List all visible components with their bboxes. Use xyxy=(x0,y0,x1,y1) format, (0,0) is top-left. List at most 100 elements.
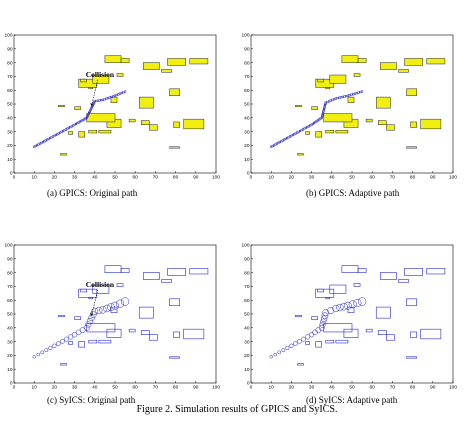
path-point-d xyxy=(327,307,335,315)
caption-b: (b) GPICS: Adaptive path xyxy=(306,188,400,198)
path-point-b xyxy=(343,95,346,98)
y-tick-label-c: 10 xyxy=(7,367,13,373)
x-tick-label-b: 10 xyxy=(269,175,275,181)
path-point-d xyxy=(289,343,294,348)
x-tick-label-a: 40 xyxy=(92,175,98,181)
obstacle-c xyxy=(189,268,209,275)
x-tick-label-c: 90 xyxy=(193,385,199,391)
obstacle-a xyxy=(58,105,65,108)
obstacle-c xyxy=(110,306,118,313)
obstacle-d xyxy=(357,268,367,273)
path-point-b xyxy=(352,93,355,96)
path-point-b xyxy=(320,116,323,119)
obstacle-d xyxy=(335,339,349,344)
path-point-c xyxy=(83,324,90,331)
path-point-b xyxy=(321,114,324,117)
y-tick-label-a: 0 xyxy=(10,171,13,177)
y-tick-label-b: 80 xyxy=(244,60,250,66)
x-tick-label-c: 60 xyxy=(133,385,139,391)
y-tick-label-a: 100 xyxy=(4,33,12,39)
path-point-d xyxy=(320,315,328,322)
path-point-c xyxy=(32,355,36,359)
figure-caption: Figure 2. Simulation results of GPICS an… xyxy=(136,404,338,415)
obstacle-a xyxy=(149,124,158,131)
path-point-d xyxy=(308,332,315,338)
obstacle-b xyxy=(378,120,387,125)
path-point-d xyxy=(293,341,298,346)
path-point-b xyxy=(341,95,344,98)
obstacle-c xyxy=(80,288,88,293)
y-tick-label-a: 80 xyxy=(7,60,13,66)
x-tick-label-d: 60 xyxy=(370,385,376,391)
obstacle-d xyxy=(325,339,335,344)
plot-a: 0 10 20 30 40 50 60 70 80 90 100 0 10 20 30 40 50 60 70 80 9… xyxy=(4,33,220,181)
y-tick-label-b: 70 xyxy=(244,74,250,80)
obstacle-a xyxy=(128,118,136,123)
plot-b: 0 10 20 30 40 50 60 70 80 90 100 0 10 20 30 40 50 60 70 80 9… xyxy=(241,33,457,181)
obstacle-d xyxy=(325,297,331,300)
path-point-d xyxy=(353,298,362,308)
obstacle-b xyxy=(295,105,302,108)
collision-label-a: Collision xyxy=(86,70,115,79)
x-tick-label-b: 20 xyxy=(289,175,295,181)
path-point-d xyxy=(285,345,290,350)
obstacle-c xyxy=(167,268,187,276)
path-point-c xyxy=(120,297,130,306)
path-point-c xyxy=(71,332,78,338)
caption-c: (c) SyICS: Original path xyxy=(47,395,136,405)
obstacle-b xyxy=(380,62,397,70)
path-point-b xyxy=(329,99,332,102)
obstacle-d xyxy=(305,341,310,345)
obstacle-b xyxy=(297,153,304,156)
y-tick-label-d: 100 xyxy=(241,243,249,249)
x-tick-label-d: 30 xyxy=(309,385,315,391)
path-point-d xyxy=(315,327,322,333)
obstacle-b xyxy=(404,58,423,66)
path-point-a xyxy=(124,90,127,93)
obstacle-b xyxy=(315,131,322,138)
x-tick-label-d: 70 xyxy=(390,385,396,391)
collision-label-c: Collision xyxy=(86,280,115,289)
x-tick-label-d: 80 xyxy=(410,385,416,391)
y-tick-label-d: 50 xyxy=(244,312,250,318)
y-tick-label-d: 80 xyxy=(244,270,250,276)
obstacle-c xyxy=(120,268,130,273)
obstacle-d xyxy=(386,334,395,341)
obstacle-d xyxy=(406,298,417,307)
y-tick-label-c: 50 xyxy=(7,312,13,318)
obstacle-d xyxy=(426,268,446,275)
path-point-c xyxy=(48,345,53,350)
obstacle-b xyxy=(406,88,417,96)
x-tick-label-c: 40 xyxy=(92,385,98,391)
x-tick-label-c: 80 xyxy=(173,385,179,391)
obstacle-b xyxy=(386,124,395,131)
obstacle-a xyxy=(173,121,180,128)
obstacle-c xyxy=(106,328,122,338)
obstacle-a xyxy=(88,87,94,90)
obstacle-d xyxy=(295,315,302,318)
y-tick-label-b: 90 xyxy=(244,47,250,53)
path-point-d xyxy=(321,312,329,319)
obstacle-a xyxy=(78,131,85,138)
y-tick-label-c: 20 xyxy=(7,353,13,359)
x-tick-label-a: 80 xyxy=(173,175,179,181)
path-point-d xyxy=(357,297,367,306)
path-point-b xyxy=(348,94,351,97)
collision-arrowhead-c xyxy=(90,313,94,317)
y-tick-label-c: 80 xyxy=(7,270,13,276)
x-tick-label-c: 50 xyxy=(112,385,118,391)
obstacle-a xyxy=(68,131,73,135)
path-point-c xyxy=(40,350,45,355)
obstacle-c xyxy=(169,298,180,307)
x-tick-label-d: 100 xyxy=(449,385,457,391)
caption-d: (d) SyICS: Adaptive path xyxy=(306,395,398,405)
obstacle-a xyxy=(169,146,180,149)
path-point-a xyxy=(101,98,104,101)
x-tick-label-c: 0 xyxy=(13,385,16,391)
obstacle-a xyxy=(74,106,81,110)
path-point-d xyxy=(340,302,348,311)
path-point-a xyxy=(119,92,122,95)
obstacle-d xyxy=(311,316,318,320)
path-point-a xyxy=(107,97,110,100)
path-point-d xyxy=(332,304,340,313)
